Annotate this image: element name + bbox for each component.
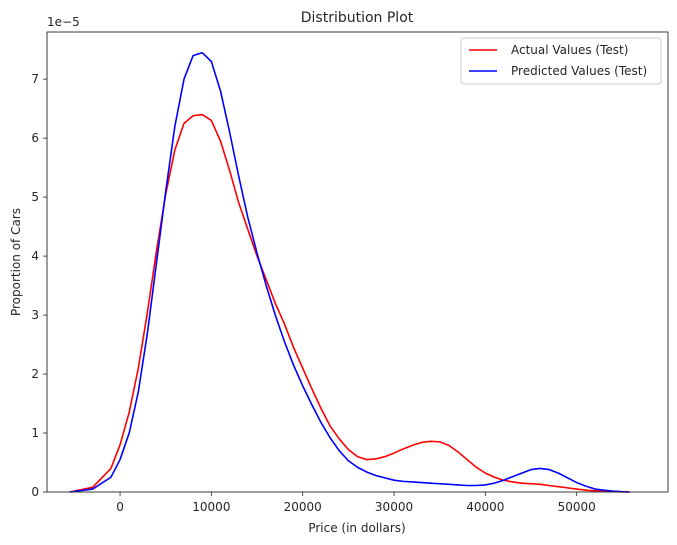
x-tick-label: 10000 <box>192 500 230 514</box>
y-axis-ticks: 0 1 2 3 4 5 6 7 <box>31 72 47 499</box>
legend-label-predicted: Predicted Values (Test) <box>511 64 647 78</box>
plot-frame <box>46 31 669 493</box>
y-tick-label: 0 <box>31 485 39 499</box>
x-tick-label: 40000 <box>466 500 504 514</box>
y-tick-label: 1 <box>31 426 39 440</box>
y-tick-label: 4 <box>31 249 39 263</box>
x-tick-label: 30000 <box>375 500 413 514</box>
y-tick-label: 6 <box>31 131 39 145</box>
plot-background <box>47 32 668 492</box>
y-tick-label: 3 <box>31 308 39 322</box>
x-axis-ticks: 0 10000 20000 30000 40000 50000 <box>116 492 596 514</box>
series-line-predicted <box>69 51 630 493</box>
x-tick-label: 20000 <box>284 500 322 514</box>
y-tick-label: 2 <box>31 367 39 381</box>
legend-label-actual: Actual Values (Test) <box>511 43 628 57</box>
x-tick-label: 0 <box>116 500 124 514</box>
x-tick-label: 50000 <box>558 500 596 514</box>
y-tick-label: 5 <box>31 190 39 204</box>
y-tick-label: 7 <box>31 72 39 86</box>
y-axis-label: Proportion of Cars <box>9 208 23 316</box>
y-offset-label: 1e−5 <box>47 15 80 29</box>
legend: Actual Values (Test) Predicted Values (T… <box>460 37 662 85</box>
x-axis-label: Price (in dollars) <box>308 521 405 535</box>
chart-title: Distribution Plot <box>301 10 414 26</box>
series-layer <box>69 51 630 493</box>
legend-frame <box>460 37 662 85</box>
series-line-actual <box>69 113 630 493</box>
